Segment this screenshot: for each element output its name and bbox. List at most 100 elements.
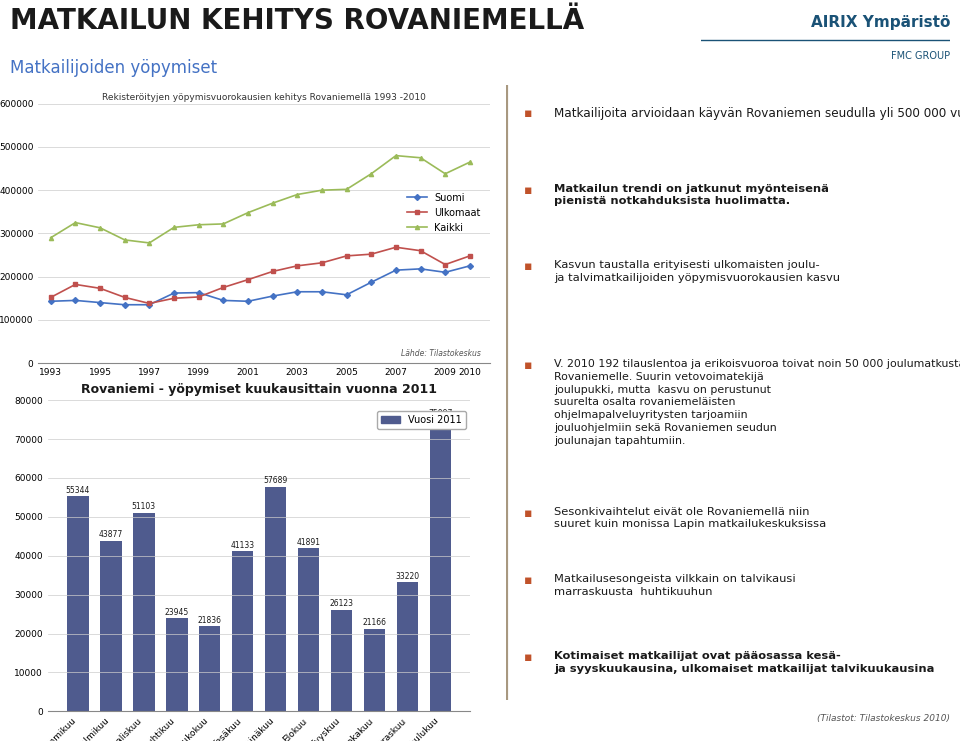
- Suomi: [144, 300, 156, 309]
- Text: ▪: ▪: [523, 507, 532, 519]
- Text: Sesonkivaihtelut eivät ole Rovaniemellä niin
suuret kuin monissa Lapin matkailuk: Sesonkivaihtelut eivät ole Rovaniemellä …: [554, 507, 827, 529]
- Line: Kaikki: Kaikki: [49, 153, 472, 245]
- Text: Matkailijoiden yöpymiset: Matkailijoiden yöpymiset: [10, 59, 217, 77]
- Suomi: [119, 300, 131, 309]
- Kaikki: [168, 223, 180, 232]
- Text: Matkailijoita arvioidaan käyvän Rovaniemen seudulla yli 500 000 vuosittain: Matkailijoita arvioidaan käyvän Rovaniem…: [554, 107, 960, 120]
- Suomi: [193, 288, 204, 297]
- Text: Lähde: Tilastokeskus: Lähde: Tilastokeskus: [400, 349, 481, 358]
- Text: V. 2010 192 tilauslentoa ja erikoisvuoroa toivat noin 50 000 joulumatkustajaa
Ro: V. 2010 192 tilauslentoa ja erikoisvuoro…: [554, 359, 960, 445]
- Kaikki: [415, 153, 426, 162]
- Text: 26123: 26123: [329, 599, 353, 608]
- Bar: [331, 610, 352, 711]
- Ulkomaat: [341, 251, 352, 260]
- Bar: [232, 551, 253, 711]
- Kaikki: [341, 185, 352, 193]
- Ulkomaat: [193, 293, 204, 302]
- Kaikki: [119, 236, 131, 245]
- Ulkomaat: [267, 267, 278, 276]
- Ulkomaat: [218, 283, 229, 292]
- Ulkomaat: [464, 251, 475, 260]
- Ulkomaat: [168, 293, 180, 302]
- Text: 75097: 75097: [428, 408, 453, 418]
- Text: Matkailun trendi on jatkunut myönteisenä
pienistä notkahduksista huolimatta.: Matkailun trendi on jatkunut myönteisenä…: [554, 184, 828, 207]
- Suomi: [168, 288, 180, 297]
- Suomi: [390, 266, 401, 275]
- Bar: [298, 548, 320, 711]
- Ulkomaat: [70, 280, 82, 289]
- Suomi: [242, 297, 253, 306]
- Bar: [430, 419, 451, 711]
- Text: 51103: 51103: [132, 502, 156, 511]
- Ulkomaat: [242, 275, 253, 284]
- Ulkomaat: [144, 299, 156, 308]
- Kaikki: [267, 199, 278, 207]
- Text: Kotimaiset matkailijat ovat pääosassa kesä-
ja syyskuukausina, ulkomaiset matkai: Kotimaiset matkailijat ovat pääosassa ke…: [554, 651, 934, 674]
- Text: 43877: 43877: [99, 530, 123, 539]
- Ulkomaat: [292, 262, 303, 270]
- Kaikki: [144, 239, 156, 247]
- Text: 41133: 41133: [230, 541, 254, 550]
- Legend: Vuosi 2011: Vuosi 2011: [376, 411, 466, 429]
- Suomi: [440, 268, 451, 277]
- Text: ▪: ▪: [523, 574, 532, 587]
- Text: 41891: 41891: [297, 538, 321, 547]
- Kaikki: [193, 220, 204, 229]
- Text: Kasvun taustalla erityisesti ulkomaisten joulu-
ja talvimatkailijoiden yöpymisvu: Kasvun taustalla erityisesti ulkomaisten…: [554, 261, 840, 283]
- Text: 21836: 21836: [198, 616, 222, 625]
- Ulkomaat: [119, 293, 131, 302]
- Bar: [133, 513, 155, 711]
- Bar: [199, 626, 221, 711]
- Text: 55344: 55344: [65, 485, 90, 494]
- Suomi: [292, 288, 303, 296]
- Kaikki: [45, 233, 57, 242]
- Kaikki: [440, 170, 451, 179]
- Text: Matkailusesongeista vilkkain on talvikausi
marraskuusta  huhtikuuhun: Matkailusesongeista vilkkain on talvikau…: [554, 574, 796, 597]
- Suomi: [415, 265, 426, 273]
- Suomi: [341, 290, 352, 299]
- Bar: [265, 487, 286, 711]
- Text: (Tilastot: Tilastokeskus 2010): (Tilastot: Tilastokeskus 2010): [817, 714, 950, 723]
- Text: ▪: ▪: [523, 184, 532, 196]
- Kaikki: [218, 219, 229, 228]
- Text: ▪: ▪: [523, 261, 532, 273]
- Text: 57689: 57689: [264, 476, 288, 485]
- Kaikki: [242, 208, 253, 217]
- Bar: [67, 496, 88, 711]
- Line: Suomi: Suomi: [49, 264, 472, 307]
- Suomi: [94, 298, 106, 307]
- Bar: [166, 618, 187, 711]
- Title: Rovaniemi - yöpymiset kuukausittain vuonna 2011: Rovaniemi - yöpymiset kuukausittain vuon…: [82, 383, 437, 396]
- Kaikki: [70, 218, 82, 227]
- Ulkomaat: [440, 260, 451, 269]
- Suomi: [45, 297, 57, 306]
- Kaikki: [292, 190, 303, 199]
- Bar: [396, 582, 419, 711]
- Ulkomaat: [316, 259, 327, 268]
- Text: FMC GROUP: FMC GROUP: [891, 51, 950, 61]
- Text: ▪: ▪: [523, 359, 532, 372]
- Ulkomaat: [45, 293, 57, 302]
- Text: 33220: 33220: [396, 571, 420, 580]
- Suomi: [218, 296, 229, 305]
- Suomi: [267, 292, 278, 301]
- Text: ▪: ▪: [523, 651, 532, 664]
- Ulkomaat: [415, 246, 426, 255]
- Text: 23945: 23945: [165, 608, 189, 617]
- Suomi: [316, 288, 327, 296]
- Text: 21166: 21166: [363, 619, 387, 628]
- Text: AIRIX Ympäristö: AIRIX Ympäristö: [811, 15, 950, 30]
- Title: Rekisteröityjen yöpymisvuorokausien kehitys Rovaniemellä 1993 -2010: Rekisteröityjen yöpymisvuorokausien kehi…: [102, 93, 426, 102]
- Text: MATKAILUN KEHITYS ROVANIEMELLÄ: MATKAILUN KEHITYS ROVANIEMELLÄ: [10, 7, 584, 36]
- Ulkomaat: [94, 284, 106, 293]
- Kaikki: [94, 223, 106, 232]
- Kaikki: [464, 158, 475, 167]
- Ulkomaat: [390, 243, 401, 252]
- Kaikki: [390, 151, 401, 160]
- Line: Ulkomaat: Ulkomaat: [49, 245, 472, 305]
- Kaikki: [316, 186, 327, 195]
- Suomi: [70, 296, 82, 305]
- Bar: [364, 629, 385, 711]
- Kaikki: [366, 170, 377, 179]
- Ulkomaat: [366, 250, 377, 259]
